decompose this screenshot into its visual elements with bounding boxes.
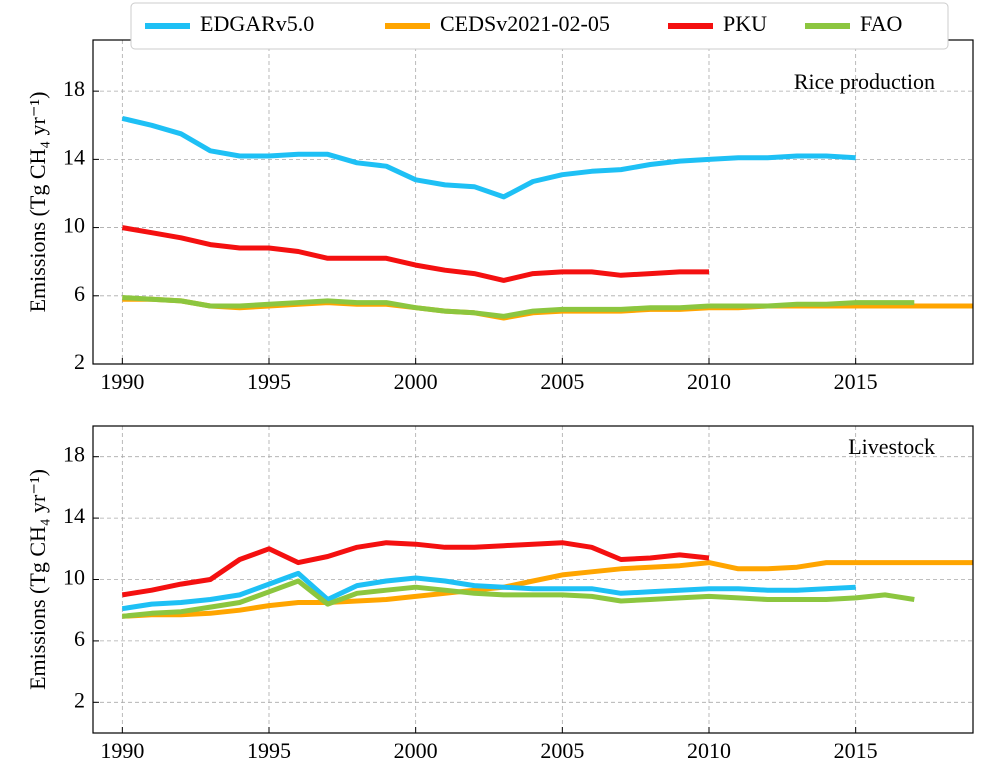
y-tick-label: 10 xyxy=(63,565,85,590)
panel: 2 6 10 14 18 1990 1995 2000 2005 2010 2015 Rice pro… xyxy=(25,39,974,394)
annotation: Rice production xyxy=(794,69,935,94)
y-tick-label: 2 xyxy=(74,687,85,712)
panel: 2 6 10 14 18 1990 1995 2000 2005 2010 2015 Livestoc… xyxy=(25,425,974,763)
y-axis-label: Emissions (Tg CH₄ yr⁻¹) xyxy=(25,469,50,690)
x-tick-label: 1995 xyxy=(247,738,291,763)
y-tick-label: 6 xyxy=(74,626,85,651)
y-tick-label: 14 xyxy=(63,503,85,528)
series-line xyxy=(121,570,856,612)
x-tick-label: 2015 xyxy=(834,369,878,394)
legend-label: PKU xyxy=(723,11,767,36)
legend: EDGARv5.0 CEDSv2021-02-05 PKU FAO xyxy=(130,2,949,50)
annotation: Livestock xyxy=(848,434,935,459)
y-tick-label: 18 xyxy=(63,76,85,101)
series-line xyxy=(121,540,710,598)
x-tick-label: 1990 xyxy=(100,738,144,763)
y-tick-label: 18 xyxy=(63,442,85,467)
series-line xyxy=(122,295,915,319)
plot-frame xyxy=(92,425,974,734)
x-tick-label: 2015 xyxy=(834,738,878,763)
series-line xyxy=(121,115,856,200)
x-tick-label: 1995 xyxy=(247,369,291,394)
y-tick-label: 2 xyxy=(74,349,85,374)
legend-label: CEDSv2021-02-05 xyxy=(440,11,610,36)
legend-frame xyxy=(130,2,949,50)
series-line xyxy=(121,225,709,283)
x-tick-label: 2000 xyxy=(394,738,438,763)
legend-label: EDGARv5.0 xyxy=(200,11,314,36)
x-tick-label: 2010 xyxy=(687,738,731,763)
legend-label: FAO xyxy=(860,11,902,36)
x-tick-label: 2005 xyxy=(540,738,584,763)
y-tick-label: 10 xyxy=(63,213,85,238)
y-axis-label: Emissions (Tg CH₄ yr⁻¹) xyxy=(25,92,50,313)
y-tick-label: 6 xyxy=(74,281,85,306)
series-line xyxy=(122,560,973,619)
x-tick-label: 2000 xyxy=(394,369,438,394)
y-tick-label: 14 xyxy=(63,144,85,169)
x-tick-label: 1990 xyxy=(100,369,144,394)
series-line xyxy=(122,578,915,619)
x-tick-label: 2005 xyxy=(540,369,584,394)
x-tick-label: 2010 xyxy=(687,369,731,394)
